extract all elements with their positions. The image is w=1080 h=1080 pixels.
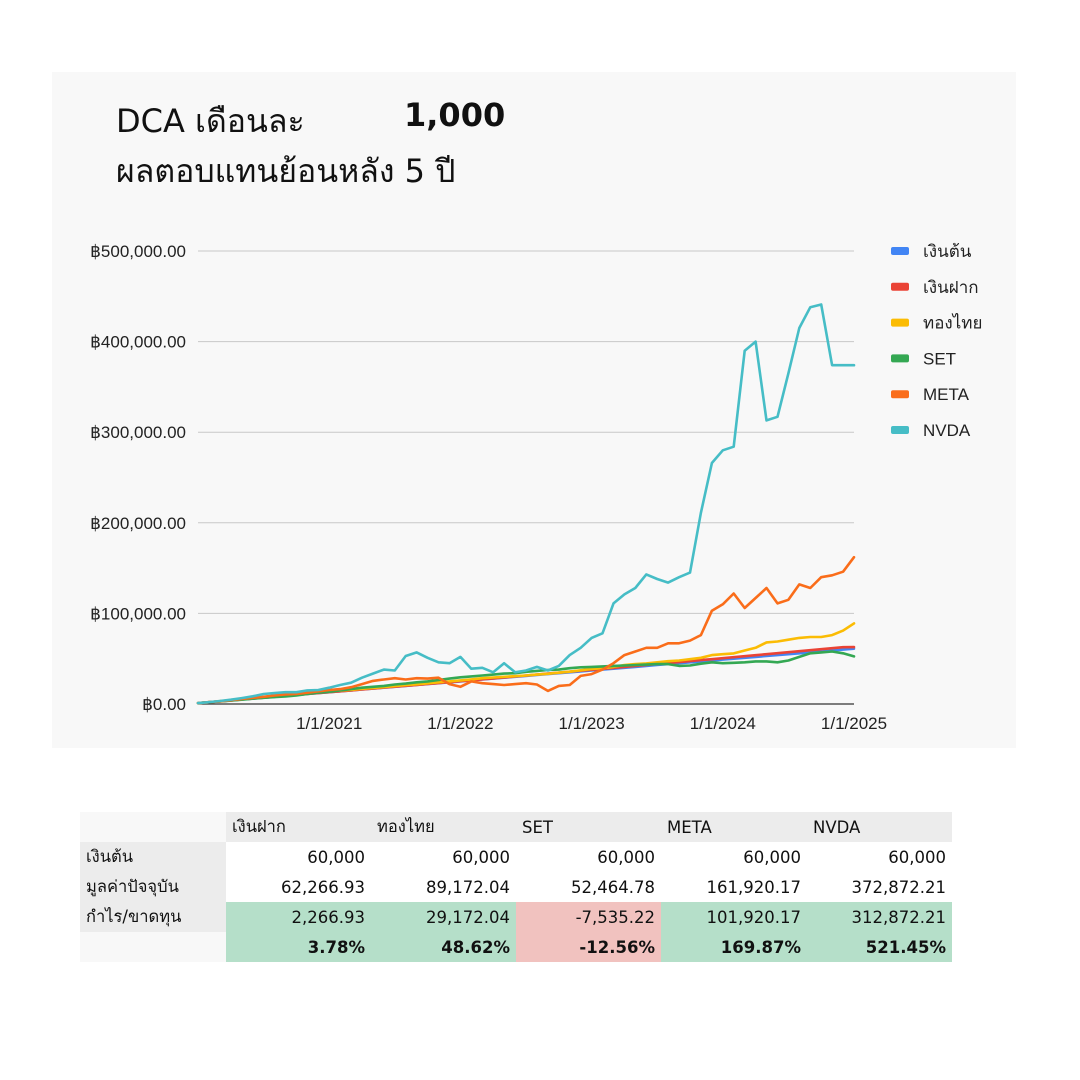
x-tick-label: 1/1/2024 xyxy=(690,714,756,733)
column-header: เงินฝาก xyxy=(226,812,371,842)
content-panel xyxy=(52,72,1016,748)
title-amount: 1,000 xyxy=(404,96,506,134)
column-header: NVDA xyxy=(807,812,952,842)
x-tick-label: 1/1/2021 xyxy=(296,714,362,733)
summary-table: เงินฝาก ทองไทย SET META NVDA เงินต้น 60,… xyxy=(80,812,952,962)
legend-swatch xyxy=(891,390,909,399)
legend-label: NVDA xyxy=(923,421,971,440)
legend-swatch xyxy=(891,282,909,291)
row-label: กำไร/ขาดทุน xyxy=(80,902,226,932)
table-cell: 161,920.17 xyxy=(661,872,807,902)
legend-label: เงินต้น xyxy=(923,242,972,261)
table-cell: 2,266.93 xyxy=(226,902,371,932)
y-tick-label: ฿400,000.00 xyxy=(90,333,186,352)
table-cell: -7,535.22 xyxy=(516,902,661,932)
table-cell: 169.87% xyxy=(661,932,807,962)
table-cell: 60,000 xyxy=(226,842,371,872)
y-tick-label: ฿0.00 xyxy=(142,695,186,714)
row-label xyxy=(80,932,226,962)
y-tick-label: ฿300,000.00 xyxy=(90,423,186,442)
table-cell: 3.78% xyxy=(226,932,371,962)
series-line xyxy=(196,650,856,705)
column-header: META xyxy=(661,812,807,842)
legend-label: เงินฝาก xyxy=(923,278,979,297)
row-label: เงินต้น xyxy=(80,842,226,872)
table-header-row: เงินฝาก ทองไทย SET META NVDA xyxy=(80,812,952,842)
y-tick-label: ฿100,000.00 xyxy=(90,604,186,623)
table-cell: 52,464.78 xyxy=(516,872,661,902)
table-cell: 60,000 xyxy=(661,842,807,872)
y-tick-label: ฿200,000.00 xyxy=(90,514,186,533)
table-cell: 60,000 xyxy=(516,842,661,872)
column-header: SET xyxy=(516,812,661,842)
table-row-percent: 3.78% 48.62% -12.56% 169.87% 521.45% xyxy=(80,932,952,962)
series-layer xyxy=(196,303,856,705)
row-label: มูลค่าปัจจุบัน xyxy=(80,872,226,902)
table-cell: 312,872.21 xyxy=(807,902,952,932)
legend-label: ทองไทย xyxy=(923,313,982,333)
series-line xyxy=(196,555,856,705)
table-cell: -12.56% xyxy=(516,932,661,962)
grid-layer xyxy=(198,250,854,705)
table-cell: 89,172.04 xyxy=(371,872,516,902)
title-line-1: DCA เดือนละ 1,000 xyxy=(116,96,505,147)
legend-swatch xyxy=(891,318,909,327)
series-line xyxy=(196,303,856,705)
table-corner xyxy=(80,812,226,842)
table-cell: 101,920.17 xyxy=(661,902,807,932)
legend-swatch xyxy=(891,247,909,255)
table-row-principal: เงินต้น 60,000 60,000 60,000 60,000 60,0… xyxy=(80,842,952,872)
legend-label: META xyxy=(923,385,970,404)
table-cell: 521.45% xyxy=(807,932,952,962)
y-tick-label: ฿500,000.00 xyxy=(90,242,186,261)
table-cell: 60,000 xyxy=(371,842,516,872)
title-prefix: DCA เดือนละ xyxy=(116,102,305,140)
table-cell: 372,872.21 xyxy=(807,872,952,902)
portfolio-line-chart: ฿0.00 ฿100,000.00 ฿200,000.00 ฿300,000.00 ฿4… xyxy=(90,242,982,733)
title-line-2: ผลตอบแทนย้อนหลัง 5 ปี xyxy=(116,152,456,190)
legend-swatch xyxy=(891,354,909,363)
table-cell: 62,266.93 xyxy=(226,872,371,902)
x-tick-label: 1/1/2025 xyxy=(821,714,887,733)
table-cell: 48.62% xyxy=(371,932,516,962)
x-tick-label: 1/1/2022 xyxy=(427,714,493,733)
table-row-profit-loss: กำไร/ขาดทุน 2,266.93 29,172.04 -7,535.22… xyxy=(80,902,952,932)
legend-label: SET xyxy=(923,349,956,368)
x-tick-label: 1/1/2023 xyxy=(559,714,625,733)
table-row-current-value: มูลค่าปัจจุบัน 62,266.93 89,172.04 52,46… xyxy=(80,872,952,902)
column-header: ทองไทย xyxy=(371,812,516,842)
axis-layer: ฿0.00 ฿100,000.00 ฿200,000.00 ฿300,000.00 ฿4… xyxy=(90,242,887,733)
legend-swatch xyxy=(891,426,909,434)
table-cell: 60,000 xyxy=(807,842,952,872)
table-cell: 29,172.04 xyxy=(371,902,516,932)
